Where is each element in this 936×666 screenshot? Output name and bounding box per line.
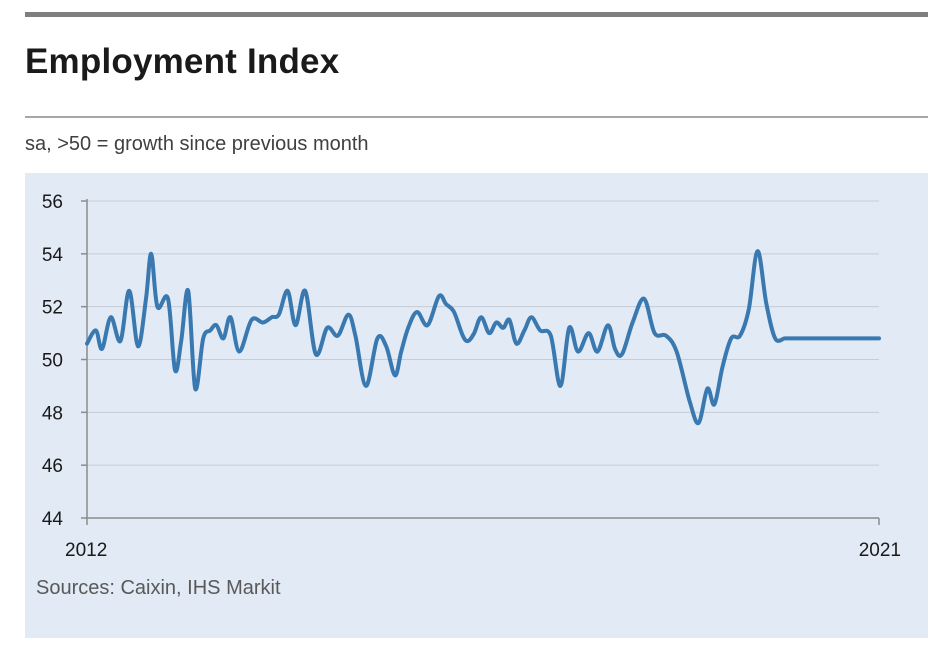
line-chart: 44 46 48 50 52 54 56 2012 2021 [42,192,901,561]
y-tick-label-50: 50 [42,351,63,372]
title-rule [25,116,928,118]
chart-subtitle: sa, >50 = growth since previous month [25,133,369,155]
y-tick-label-54: 54 [42,245,64,266]
top-rule [25,12,928,17]
source-note: Sources: Caixin, IHS Markit [36,577,281,599]
series-line [85,249,881,426]
y-tick-label-52: 52 [42,298,63,319]
chart-title: Employment Index [25,42,340,81]
y-tick-label-48: 48 [42,403,63,424]
y-tick-label-56: 56 [42,192,63,213]
y-tick-label-46: 46 [42,456,63,477]
x-tick-label-2021: 2021 [859,540,901,561]
chart-panel: 44 46 48 50 52 54 56 2012 2021 Sources: Caixin, … [25,173,928,638]
x-tick-label-2012: 2012 [65,540,107,561]
y-tick-label-44: 44 [42,509,64,530]
